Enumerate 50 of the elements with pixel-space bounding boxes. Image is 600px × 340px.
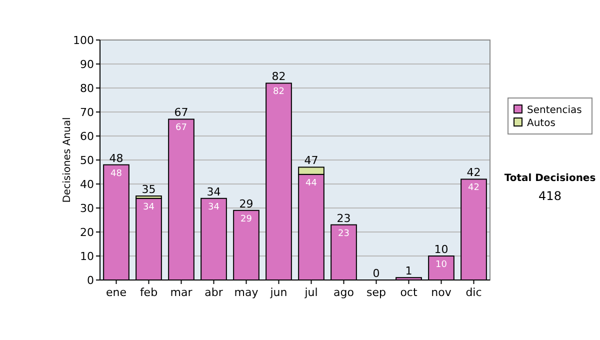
y-tick-label: 10 [80, 250, 94, 263]
y-tick-label: 0 [87, 274, 94, 287]
total-label: 42 [466, 166, 481, 180]
x-tick-label: sep [366, 286, 386, 299]
total-label: 23 [336, 212, 351, 225]
x-tick-label: jul [304, 286, 318, 299]
y-tick-label: 100 [73, 34, 94, 47]
total-label: 0 [372, 267, 380, 280]
x-tick-label: jun [269, 286, 288, 299]
data-label: 10 [436, 260, 448, 270]
total-label: 48 [109, 152, 124, 165]
data-label: 34 [208, 202, 220, 212]
x-tick-label: mar [170, 286, 193, 299]
total-label: 82 [272, 70, 286, 84]
x-tick-label: ene [106, 286, 127, 299]
total-label: 10 [434, 243, 448, 256]
x-tick-label: feb [140, 286, 158, 299]
x-tick-label: ago [334, 286, 354, 299]
y-tick-label: 40 [80, 178, 94, 191]
y-tick-label: 20 [80, 226, 94, 239]
total-label: 35 [142, 183, 156, 196]
legend-label: Autos [527, 118, 556, 129]
data-label: 29 [240, 214, 252, 224]
total-label: 67 [174, 106, 188, 120]
data-label: 82 [273, 87, 284, 98]
y-tick-label: 60 [80, 130, 94, 143]
data-label: 34 [143, 202, 155, 212]
y-tick-label: 80 [80, 82, 94, 95]
legend-label: Sentencias [527, 105, 582, 116]
y-tick-label: 30 [80, 202, 94, 215]
x-tick-label: oct [400, 286, 418, 299]
data-label: 42 [468, 183, 480, 194]
total-label: 34 [206, 185, 221, 198]
total-label: 29 [239, 197, 254, 210]
x-tick-label: abr [204, 286, 224, 299]
data-label: 44 [306, 178, 318, 188]
data-label: 67 [176, 123, 187, 134]
x-tick-label: dic [466, 286, 482, 299]
y-tick-label: 70 [80, 106, 94, 119]
total-label: 1 [405, 264, 412, 278]
x-tick-label: may [234, 286, 259, 299]
total-label: 47 [304, 154, 318, 168]
x-tick-label: nov [431, 286, 452, 299]
data-label: 23 [338, 228, 350, 239]
y-axis-title: Decisiones Anual [62, 117, 73, 203]
data-label: 48 [110, 168, 122, 179]
text: Total Decisiones [504, 173, 596, 184]
y-tick-label: 50 [80, 154, 94, 167]
text: 418 [538, 189, 562, 203]
y-tick-label: 90 [80, 58, 94, 71]
